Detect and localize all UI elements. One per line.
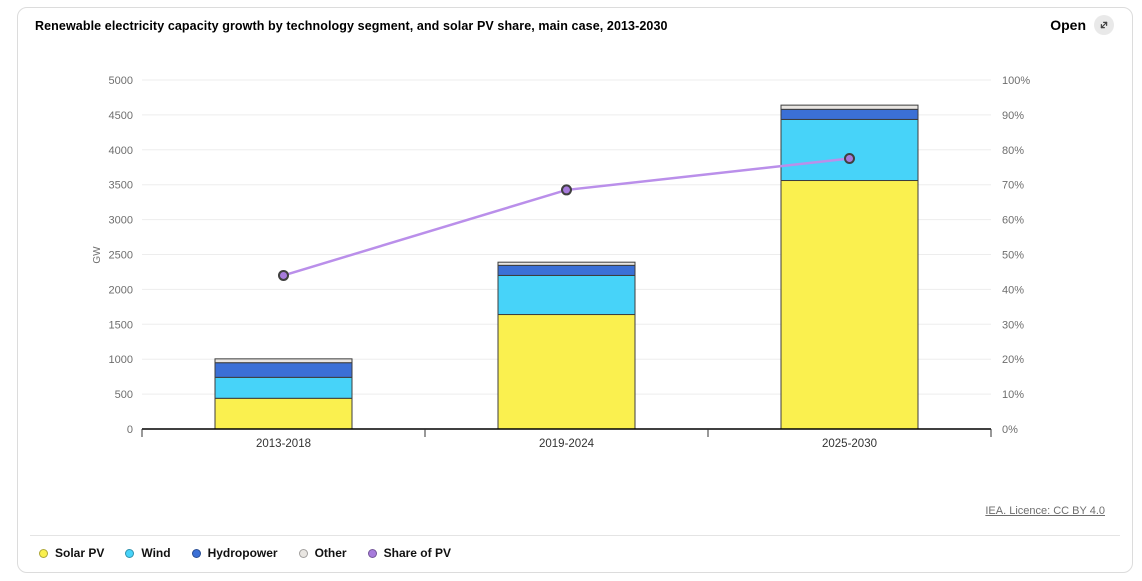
expand-icon — [1094, 15, 1114, 35]
legend-label-wind: Wind — [141, 546, 171, 560]
legend-marker-wind-icon — [125, 548, 135, 558]
bar-segment-hydropower-2025-2030[interactable] — [780, 108, 919, 120]
y-left-tick-label-2000: 2000 — [109, 284, 133, 296]
bar-segment-hydropower-2019-2024[interactable] — [497, 264, 636, 276]
y-right-tick-label-10: 10% — [1002, 389, 1024, 401]
legend-item-share-of-pv[interactable]: Share of PV — [367, 546, 451, 560]
chart-legend: Solar PV Wind Hydropower Other Share of PV — [39, 546, 451, 560]
legend-item-hydropower[interactable]: Hydropower — [191, 546, 278, 560]
legend-marker-solar-pv-icon — [39, 548, 48, 558]
x-category-label-2025-2030: 2025-2030 — [822, 438, 877, 450]
legend-label-other: Other — [314, 546, 347, 560]
y-axis-title: GW — [92, 246, 103, 264]
y-left-tick-label-0: 0 — [127, 424, 133, 436]
line-point-share-of-pv-2025-2030[interactable] — [844, 153, 855, 165]
legend-item-other[interactable]: Other — [298, 546, 347, 560]
y-right-tick-label-30: 30% — [1002, 319, 1024, 331]
bar-segment-wind-2019-2024[interactable] — [497, 274, 636, 316]
footer-divider — [30, 535, 1120, 536]
y-left-tick-label-4000: 4000 — [109, 145, 133, 157]
legend-item-wind[interactable]: Wind — [125, 546, 171, 560]
y-left-tick-label-3500: 3500 — [109, 180, 133, 192]
y-left-tick-label-3000: 3000 — [109, 215, 133, 227]
y-right-tick-label-70: 70% — [1002, 180, 1024, 192]
y-left-tick-label-2500: 2500 — [109, 250, 133, 262]
legend-item-solar-pv[interactable]: Solar PV — [39, 546, 104, 560]
legend-label-hydropower: Hydropower — [207, 546, 278, 560]
y-left-tick-label-500: 500 — [115, 389, 133, 401]
bar-segment-other-2019-2024[interactable] — [497, 261, 636, 266]
y-left-tick-label-1500: 1500 — [109, 319, 133, 331]
line-point-share-of-pv-2013-2018[interactable] — [278, 269, 289, 281]
y-right-tick-label-0: 0% — [1002, 424, 1018, 436]
y-right-tick-label-80: 80% — [1002, 145, 1024, 157]
chart-canvas: 0 500 1000 1500 2000 2500 3000 3500 4000 4500 5000… — [92, 75, 1030, 450]
legend-marker-share-of-pv-icon — [367, 548, 377, 558]
chart-title: Renewable electricity capacity growth by… — [35, 19, 668, 33]
bar-segment-solar-pv-2025-2030[interactable] — [780, 180, 919, 430]
bar-segment-solar-pv-2013-2018[interactable] — [214, 397, 353, 430]
x-category-label-2019-2024: 2019-2024 — [539, 438, 595, 450]
open-button-label: Open — [1050, 17, 1086, 33]
y-right-tick-label-50: 50% — [1002, 250, 1024, 262]
bar-segment-wind-2013-2018[interactable] — [214, 376, 353, 399]
bar-segment-solar-pv-2019-2024[interactable] — [497, 314, 636, 430]
source-licence-link[interactable]: IEA. Licence: CC BY 4.0 — [985, 505, 1105, 517]
y-right-tick-label-90: 90% — [1002, 110, 1024, 122]
y-left-tick-label-5000: 5000 — [109, 75, 133, 87]
y-right-tick-label-100: 100% — [1002, 75, 1030, 87]
y-right-tick-label-60: 60% — [1002, 215, 1024, 227]
x-category-label-2013-2018: 2013-2018 — [256, 438, 311, 450]
bar-segment-hydropower-2013-2018[interactable] — [214, 362, 353, 378]
open-button[interactable]: Open — [1050, 15, 1114, 35]
line-share-of-pv — [282, 157, 851, 277]
legend-marker-hydropower-icon — [191, 548, 201, 558]
legend-marker-other-icon — [298, 548, 308, 558]
y-left-tick-label-4500: 4500 — [109, 110, 133, 122]
y-right-tick-label-20: 20% — [1002, 354, 1024, 366]
y-left-tick-label-1000: 1000 — [109, 354, 133, 366]
y-right-tick-label-40: 40% — [1002, 284, 1024, 296]
legend-label-solar-pv: Solar PV — [55, 546, 105, 560]
bar-segment-other-2013-2018[interactable] — [214, 358, 353, 364]
bar-segment-other-2025-2030[interactable] — [780, 104, 919, 110]
line-point-share-of-pv-2019-2024[interactable] — [561, 184, 572, 196]
legend-label-share-of-pv: Share of PV — [383, 546, 451, 560]
bar-segment-wind-2025-2030[interactable] — [780, 118, 919, 182]
